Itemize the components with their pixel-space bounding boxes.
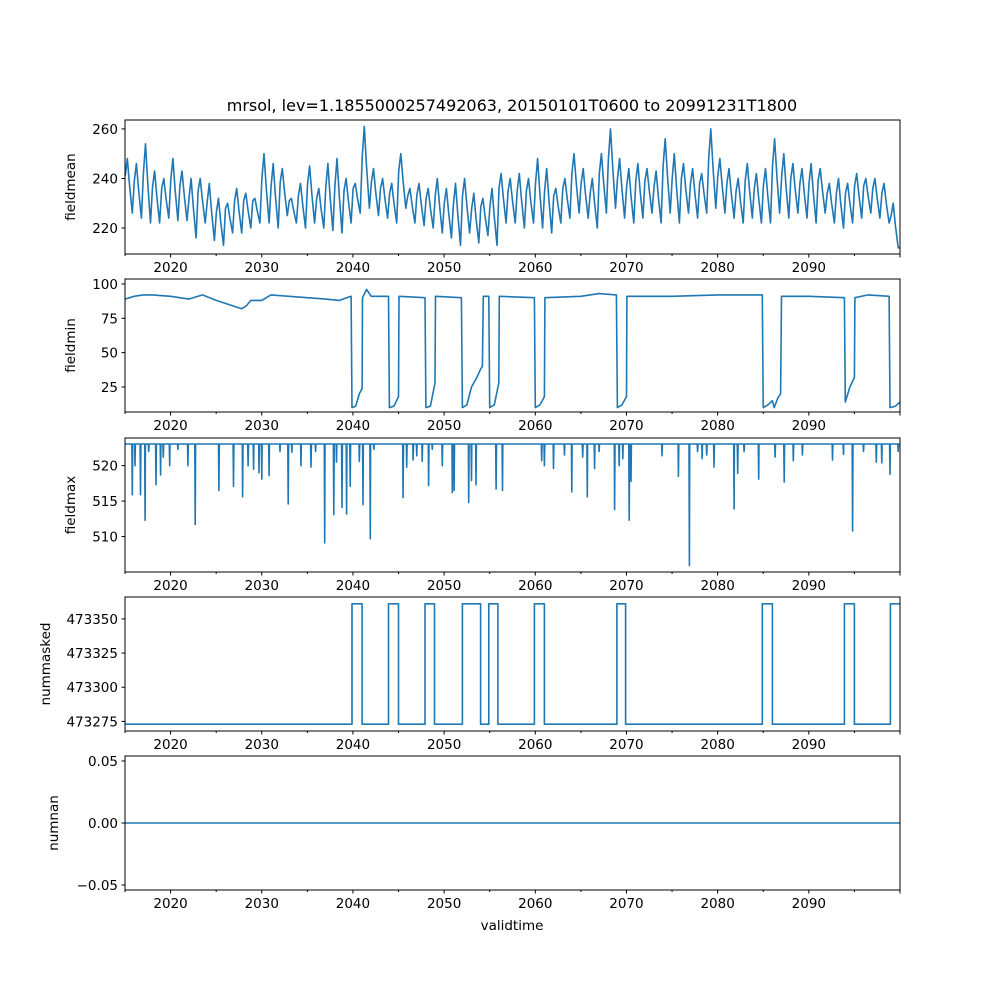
x-tick-label: 2080: [700, 896, 734, 912]
subplot-fieldmin: 2020 2030 2040 2050 2060 2070 2080 2090 25 50 75 10…: [63, 277, 901, 434]
y-tick-label: 220: [92, 221, 118, 237]
y-tick-label: 510: [92, 530, 118, 546]
nummasked-axes-frame: [124, 596, 901, 732]
subplot-numnan: 2020 2030 2040 2050 2060 2070 2080 2090 0.05 0.00…: [46, 754, 901, 912]
x-tick-label: 2090: [792, 260, 826, 276]
x-tick-label: 2020: [153, 737, 187, 753]
fieldmean-line: [125, 125, 900, 249]
x-tick-label: 2060: [518, 737, 552, 753]
y-tick-label: 0.00: [88, 816, 118, 832]
x-tick-label: 2070: [609, 578, 643, 594]
y-tick-label: 240: [92, 171, 118, 187]
x-tick-label: 2090: [792, 418, 826, 434]
y-tick-label: −0.05: [77, 878, 118, 894]
x-tick-label: 2090: [792, 737, 826, 753]
x-tick-label: 2050: [427, 260, 461, 276]
nummasked-line: [125, 603, 900, 725]
x-tick-label: 2020: [153, 260, 187, 276]
y-tick-label: 0.05: [88, 754, 118, 770]
y-tick-label: 260: [92, 122, 118, 138]
x-tick-label: 2040: [336, 578, 370, 594]
x-tick-label: 2060: [518, 260, 552, 276]
x-tick-label: 2070: [609, 896, 643, 912]
y-axis-label: fieldmean: [63, 153, 79, 220]
x-tick-label: 2040: [336, 896, 370, 912]
x-tick-label: 2060: [518, 896, 552, 912]
y-tick-label: 100: [92, 277, 118, 293]
fieldmin-line: [125, 288, 900, 409]
subplot-fieldmean: 2020 2030 2040 2050 2060 2070 2080 2090 220 240 26…: [63, 119, 901, 276]
chart-title: mrsol, lev=1.1855000257492063, 20150101T…: [227, 96, 797, 115]
y-tick-label: 473275: [66, 714, 118, 730]
fieldmax-axes-frame: [124, 437, 901, 573]
x-tick-label: 2050: [427, 578, 461, 594]
subplots: 2020 2030 2040 2050 2060 2070 2080 2090 220 240 26…: [38, 119, 901, 912]
x-tick-label: 2070: [609, 260, 643, 276]
x-tick-label: 2080: [700, 737, 734, 753]
x-tick-label: 2060: [518, 578, 552, 594]
x-tick-label: 2050: [427, 896, 461, 912]
x-tick-label: 2070: [609, 737, 643, 753]
y-axis-label: numnan: [46, 795, 62, 851]
y-axis-label: nummasked: [38, 623, 54, 706]
x-tick-label: 2020: [153, 896, 187, 912]
x-tick-label: 2080: [700, 260, 734, 276]
subplot-nummasked: 2020 2030 2040 2050 2060 2070 2080 2090 473275 47…: [38, 596, 901, 753]
x-tick-label: 2050: [427, 418, 461, 434]
y-tick-label: 50: [101, 346, 118, 362]
y-axis-label: fieldmin: [63, 318, 79, 373]
x-tick-label: 2080: [700, 418, 734, 434]
x-tick-label: 2030: [245, 260, 279, 276]
x-tick-label: 2090: [792, 578, 826, 594]
subplot-fieldmax: 2020 2030 2040 2050 2060 2070 2080 2090 510 515 52…: [63, 437, 901, 594]
x-tick-label: 2090: [792, 896, 826, 912]
fieldmax-line: [125, 443, 900, 567]
y-tick-label: 473300: [66, 680, 118, 696]
x-tick-label: 2040: [336, 737, 370, 753]
x-tick-label: 2030: [245, 896, 279, 912]
x-tick-label: 2030: [245, 578, 279, 594]
y-axis-label: fieldmax: [63, 476, 79, 535]
y-tick-label: 520: [92, 459, 118, 475]
y-tick-label: 473350: [66, 612, 118, 628]
fieldmean-axes-frame: [124, 119, 901, 255]
fieldmin-axes-frame: [124, 278, 901, 413]
x-tick-label: 2040: [336, 260, 370, 276]
x-tick-label: 2070: [609, 418, 643, 434]
y-tick-label: 473325: [66, 646, 118, 662]
y-tick-label: 75: [101, 311, 118, 327]
x-tick-label: 2020: [153, 418, 187, 434]
x-tick-label: 2040: [336, 418, 370, 434]
x-axis-label: validtime: [481, 918, 544, 934]
x-tick-label: 2030: [245, 418, 279, 434]
x-tick-label: 2080: [700, 578, 734, 594]
x-tick-label: 2030: [245, 737, 279, 753]
y-tick-label: 25: [101, 380, 118, 396]
x-tick-label: 2060: [518, 418, 552, 434]
y-tick-label: 515: [92, 494, 118, 510]
x-tick-label: 2050: [427, 737, 461, 753]
x-tick-label: 2020: [153, 578, 187, 594]
